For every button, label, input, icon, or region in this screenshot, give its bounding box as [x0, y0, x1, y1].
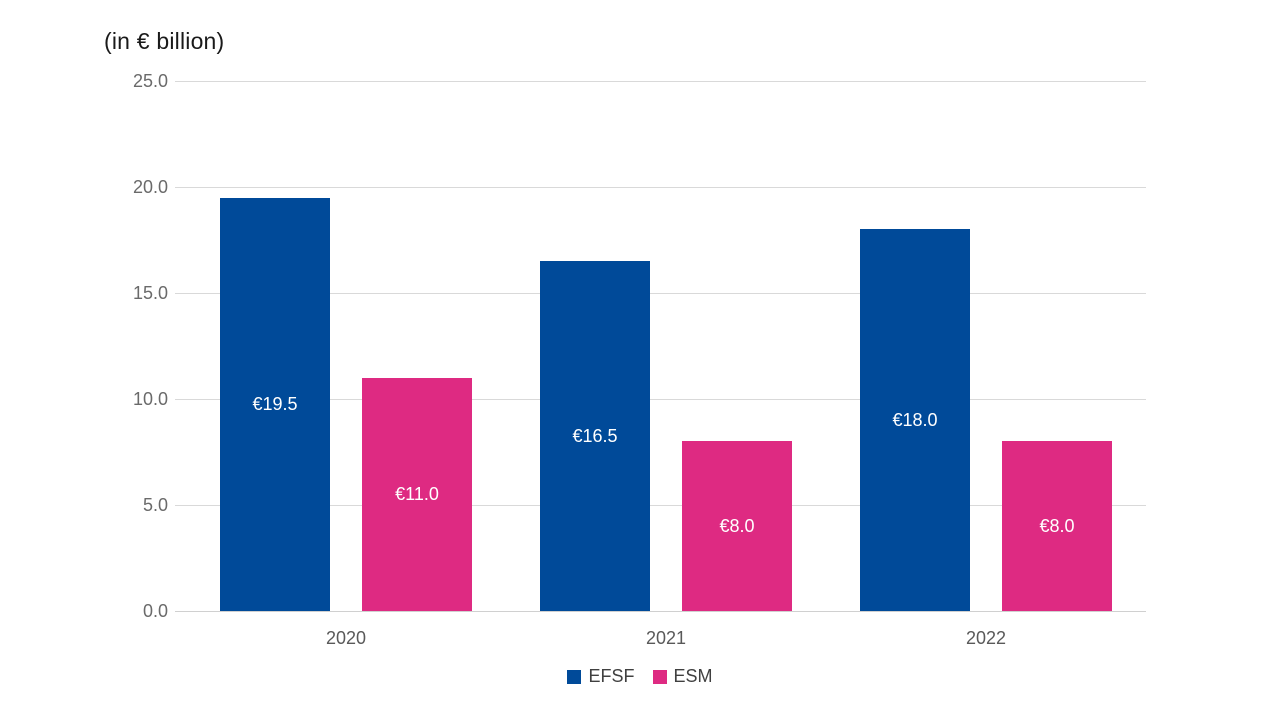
legend-swatch-esm — [652, 669, 667, 684]
bar-value-label: €19.5 — [252, 394, 298, 414]
y-axis-tick-label: 15.0 — [132, 283, 168, 303]
legend-swatch-efsf — [567, 669, 582, 684]
x-axis-category-label-2022: 2022 — [965, 628, 1007, 648]
legend: EFSF ESM — [0, 666, 1280, 687]
bar-value-label: €16.5 — [572, 425, 618, 446]
bar-value-label: €11.0 — [395, 484, 439, 504]
bar-efsf-2022: €18.0 — [860, 229, 970, 611]
gridline — [175, 505, 1146, 506]
x-axis-category-label-2020: 2020 — [325, 628, 367, 648]
bar-value-label: €8.0 — [719, 515, 755, 536]
legend-label: EFSF — [588, 666, 635, 686]
legend-label: ESM — [673, 666, 713, 686]
bar-efsf-2020: €19.5 — [220, 198, 330, 611]
y-axis-tick-label: 0.0 — [142, 601, 168, 621]
legend-item-efsf: EFSF — [567, 666, 635, 687]
gridline — [175, 399, 1146, 400]
y-axis-tick-label: 20.0 — [132, 177, 168, 197]
gridline — [175, 81, 1146, 82]
bar-esm-2021: €8.0 — [682, 441, 792, 611]
y-axis-tick-label: 10.0 — [132, 389, 168, 409]
bar-efsf-2021: €16.5 — [540, 261, 650, 611]
bar-value-label: €18.0 — [892, 409, 938, 430]
bar-esm-2020: €11.0 — [362, 378, 472, 611]
y-axis-tick-label: 5.0 — [142, 495, 168, 515]
x-axis-category-label-2021: 2021 — [645, 628, 687, 648]
gridline — [175, 293, 1146, 294]
bar-esm-2022: €8.0 — [1002, 441, 1112, 611]
x-axis-line — [175, 611, 1146, 612]
gridline — [175, 187, 1146, 188]
bar-value-label: €8.0 — [1039, 515, 1075, 536]
chart-title: (in € billion) — [104, 28, 225, 54]
legend-item-esm: ESM — [652, 666, 713, 687]
y-axis-tick-label: 25.0 — [132, 71, 168, 91]
